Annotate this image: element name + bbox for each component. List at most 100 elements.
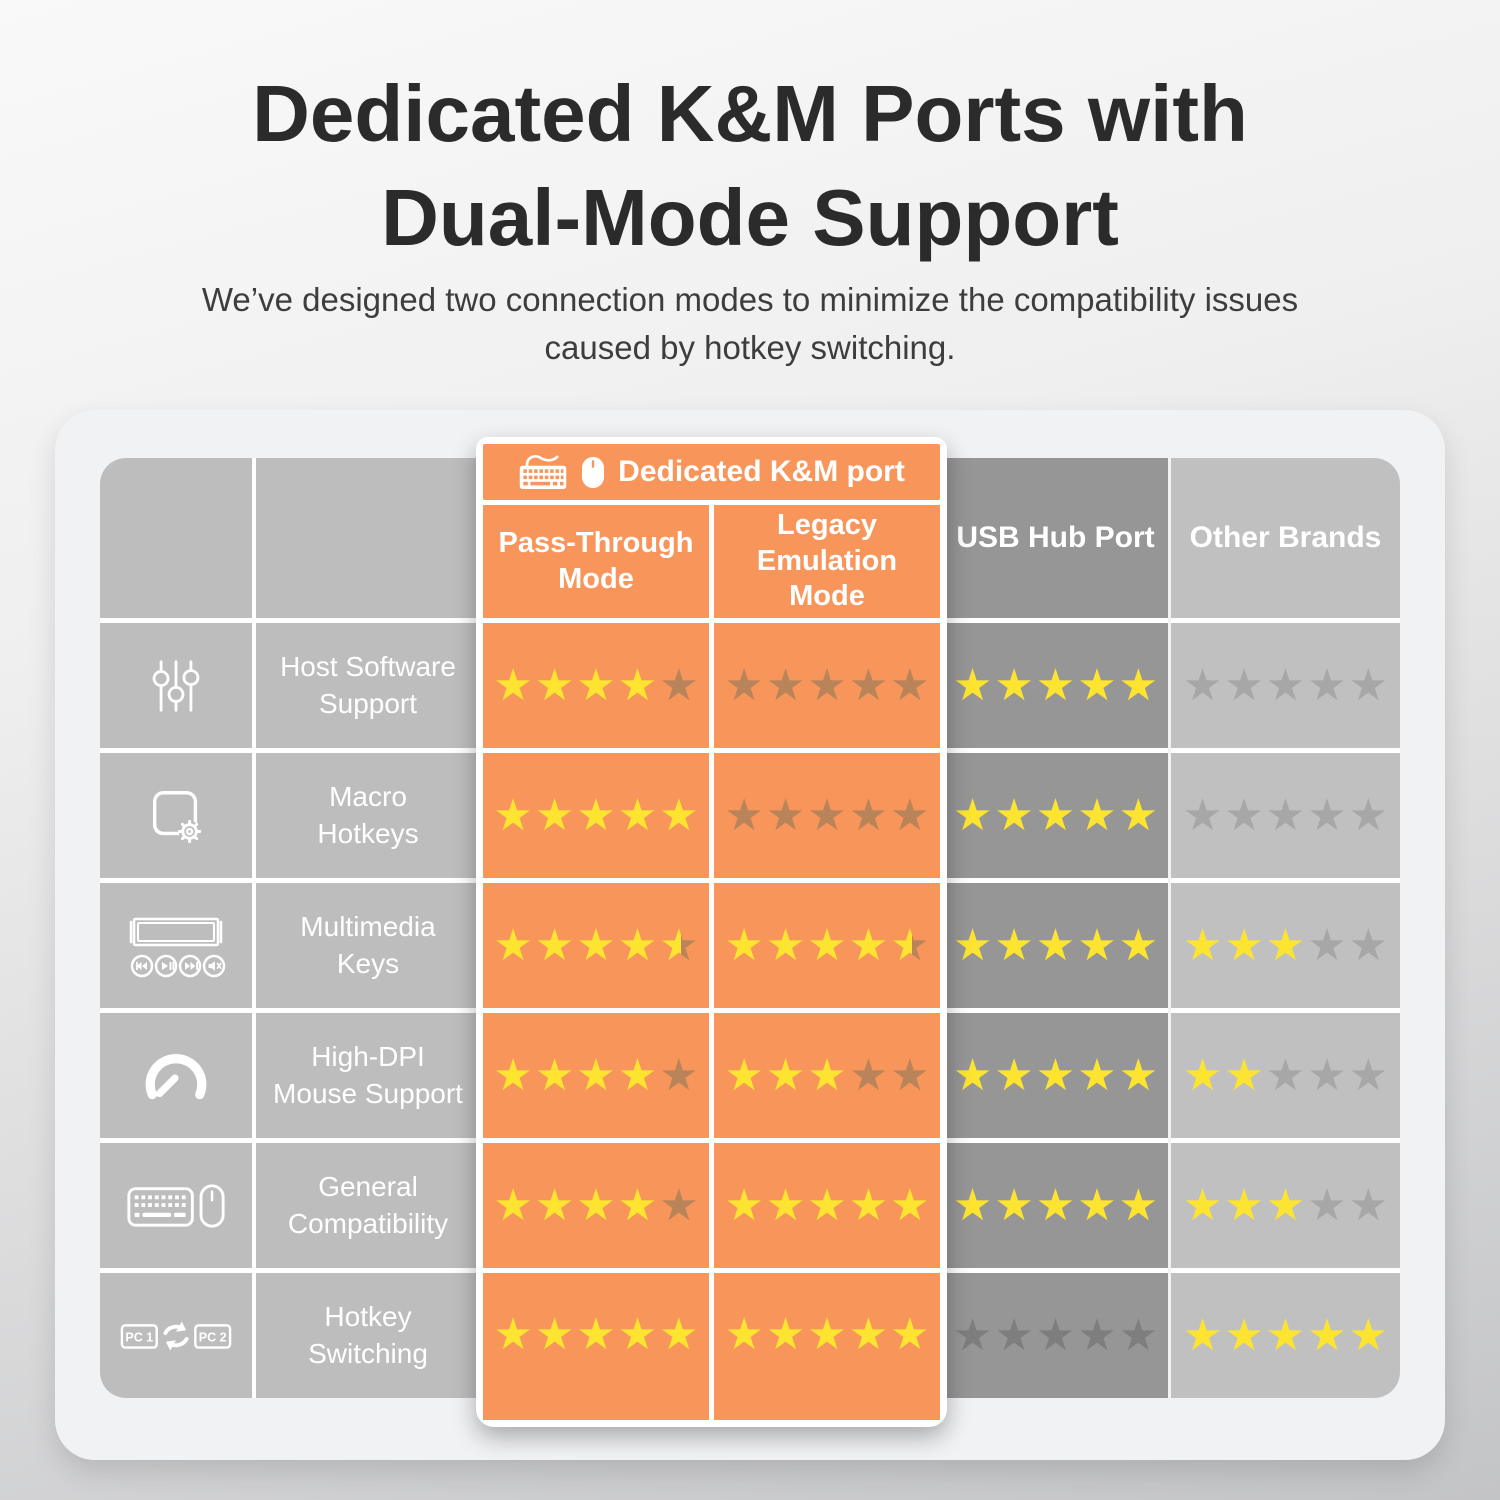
rating-cell-legacy-emulation: ★★★★★ bbox=[714, 1273, 940, 1420]
star-icon: ★ bbox=[1118, 1050, 1159, 1100]
star-rating: ★★★★★ bbox=[952, 1310, 1159, 1360]
star-icon: ★ bbox=[493, 1310, 533, 1359]
half-star-icon: ★ ★ bbox=[890, 920, 930, 970]
star-rating: ★★★★★ bbox=[1182, 660, 1389, 710]
star-icon: ★ bbox=[1265, 1180, 1306, 1230]
star-rating: ★★★★★ bbox=[952, 790, 1159, 840]
star-icon: ★ bbox=[659, 1050, 699, 1100]
star-icon: ★ bbox=[765, 790, 806, 840]
page-title: Dedicated K&M Ports with Dual-Mode Suppo… bbox=[0, 62, 1500, 270]
star-icon: ★ bbox=[952, 1050, 993, 1100]
star-icon: ★ bbox=[1118, 660, 1159, 710]
star-icon: ★ bbox=[1265, 1050, 1306, 1100]
star-icon: ★ bbox=[1265, 660, 1306, 710]
star-rating: ★★★★★ bbox=[492, 1180, 699, 1230]
star-rating: ★★★★★ ★ bbox=[492, 920, 699, 970]
star-icon: ★ bbox=[890, 790, 930, 840]
usb-hub-port-column: USB Hub Port ★★★★★ ★★★★★ ★★★★★ ★★★★★ ★★★★★ ★★… bbox=[943, 458, 1168, 1398]
rating-cell-other-brands: ★★★★★ bbox=[1171, 1273, 1400, 1398]
star-icon: ★ bbox=[493, 1180, 533, 1230]
star-icon: ★ bbox=[1224, 1050, 1264, 1100]
star-icon: ★ bbox=[1035, 1180, 1076, 1230]
star-icon: ★ bbox=[1077, 1310, 1117, 1360]
star-icon: ★ bbox=[724, 1310, 764, 1359]
star-icon: ★ bbox=[534, 1050, 575, 1100]
star-icon: ★ bbox=[534, 1180, 575, 1230]
rating-cell-legacy-emulation: ★★★★★ bbox=[714, 1143, 940, 1268]
half-star-icon: ★ ★ bbox=[659, 920, 699, 970]
rating-cell-other-brands: ★★★★★ bbox=[1171, 1143, 1400, 1268]
star-icon: ★ bbox=[659, 790, 699, 840]
star-rating: ★★★★★ bbox=[723, 790, 930, 840]
star-icon: ★ bbox=[807, 660, 847, 710]
star-icon: ★ bbox=[1035, 1050, 1076, 1100]
rating-cell-other-brands: ★★★★★ bbox=[1171, 1013, 1400, 1138]
star-icon: ★ bbox=[1348, 660, 1389, 710]
rating-cell-other-brands: ★★★★★ bbox=[1171, 623, 1400, 748]
star-icon: ★ bbox=[659, 1180, 699, 1230]
star-icon: ★ bbox=[1077, 790, 1117, 840]
macro-gear-icon bbox=[100, 753, 252, 878]
rating-cell-pass-through: ★★★★★ bbox=[483, 1143, 709, 1268]
other-brands-label: Other Brands bbox=[1189, 521, 1382, 554]
star-icon: ★ bbox=[994, 660, 1034, 710]
dedicated-km-port-header: Dedicated K&M port bbox=[483, 444, 940, 500]
star-rating: ★★★★★ bbox=[952, 920, 1159, 970]
rating-cell-legacy-emulation: ★★★★★ bbox=[714, 623, 940, 748]
star-icon: ★ bbox=[617, 1050, 658, 1100]
star-icon: ★ bbox=[576, 1310, 616, 1359]
rating-cell-pass-through: ★★★★★ bbox=[483, 753, 709, 878]
star-icon: ★ bbox=[1224, 1180, 1264, 1230]
star-icon: ★ bbox=[952, 920, 993, 970]
star-rating: ★★★★★ bbox=[952, 1050, 1159, 1100]
star-icon: ★ bbox=[994, 1180, 1034, 1230]
star-icon: ★ bbox=[890, 660, 930, 710]
star-rating: ★★★★★ bbox=[492, 663, 699, 708]
star-icon: ★ bbox=[1118, 1310, 1159, 1360]
star-icon: ★ bbox=[724, 1050, 764, 1100]
rating-cell-usb-hub: ★★★★★ bbox=[943, 1273, 1168, 1398]
star-icon: ★ bbox=[576, 1180, 616, 1230]
star-icon: ★ bbox=[848, 1310, 889, 1359]
star-icon: ★ bbox=[1307, 660, 1347, 710]
pass-through-mode-label: Pass-Through Mode bbox=[498, 527, 694, 595]
rating-cell-legacy-emulation: ★★★★★ bbox=[714, 1013, 940, 1138]
star-icon: ★ bbox=[534, 1310, 575, 1359]
star-rating: ★★★★★ bbox=[723, 1180, 930, 1230]
rating-cell-usb-hub: ★★★★★ bbox=[943, 623, 1168, 748]
keyboard-mouse-icon bbox=[100, 1143, 252, 1268]
feature-label: Multimedia Keys bbox=[300, 911, 436, 979]
star-rating: ★★★★★ ★ bbox=[723, 920, 930, 970]
star-icon: ★ bbox=[994, 920, 1034, 970]
star-icon: ★ bbox=[765, 1180, 806, 1230]
rating-cell-pass-through: ★★★★★ ★ bbox=[483, 883, 709, 1008]
star-icon: ★ bbox=[765, 1310, 806, 1359]
star-icon: ★ bbox=[890, 1180, 930, 1230]
star-rating: ★★★★★ bbox=[492, 1313, 699, 1357]
star-icon: ★ bbox=[807, 1050, 847, 1100]
star-icon: ★ bbox=[765, 660, 806, 710]
star-icon: ★ bbox=[994, 790, 1034, 840]
star-icon: ★ bbox=[1035, 920, 1076, 970]
legacy-emulation-mode-header: Legacy Emulation Mode bbox=[714, 505, 940, 618]
star-icon: ★ bbox=[576, 790, 616, 840]
legacy-emulation-mode-label: Legacy Emulation Mode bbox=[756, 509, 898, 613]
star-icon: ★ bbox=[1182, 1180, 1223, 1230]
star-icon: ★ bbox=[807, 1310, 847, 1359]
star-rating: ★★★★★ bbox=[492, 790, 699, 840]
feature-label-cell: Macro Hotkeys bbox=[256, 753, 480, 878]
feature-label: General Compatibility bbox=[287, 1171, 449, 1239]
star-icon: ★ bbox=[848, 920, 889, 970]
star-icon: ★ bbox=[848, 1180, 889, 1230]
star-icon: ★ bbox=[807, 920, 847, 970]
star-icon: ★ bbox=[493, 790, 533, 840]
star-rating: ★★★★★ bbox=[723, 660, 930, 710]
star-icon: ★ bbox=[765, 1050, 806, 1100]
star-icon: ★ bbox=[1035, 1310, 1076, 1360]
rating-cell-pass-through: ★★★★★ bbox=[483, 1273, 709, 1420]
star-icon: ★ bbox=[1182, 1050, 1223, 1100]
star-icon: ★ bbox=[1307, 1050, 1347, 1100]
star-icon: ★ bbox=[1265, 920, 1306, 970]
star-icon: ★ bbox=[1348, 1310, 1389, 1360]
feature-label-cell: General Compatibility bbox=[256, 1143, 480, 1268]
